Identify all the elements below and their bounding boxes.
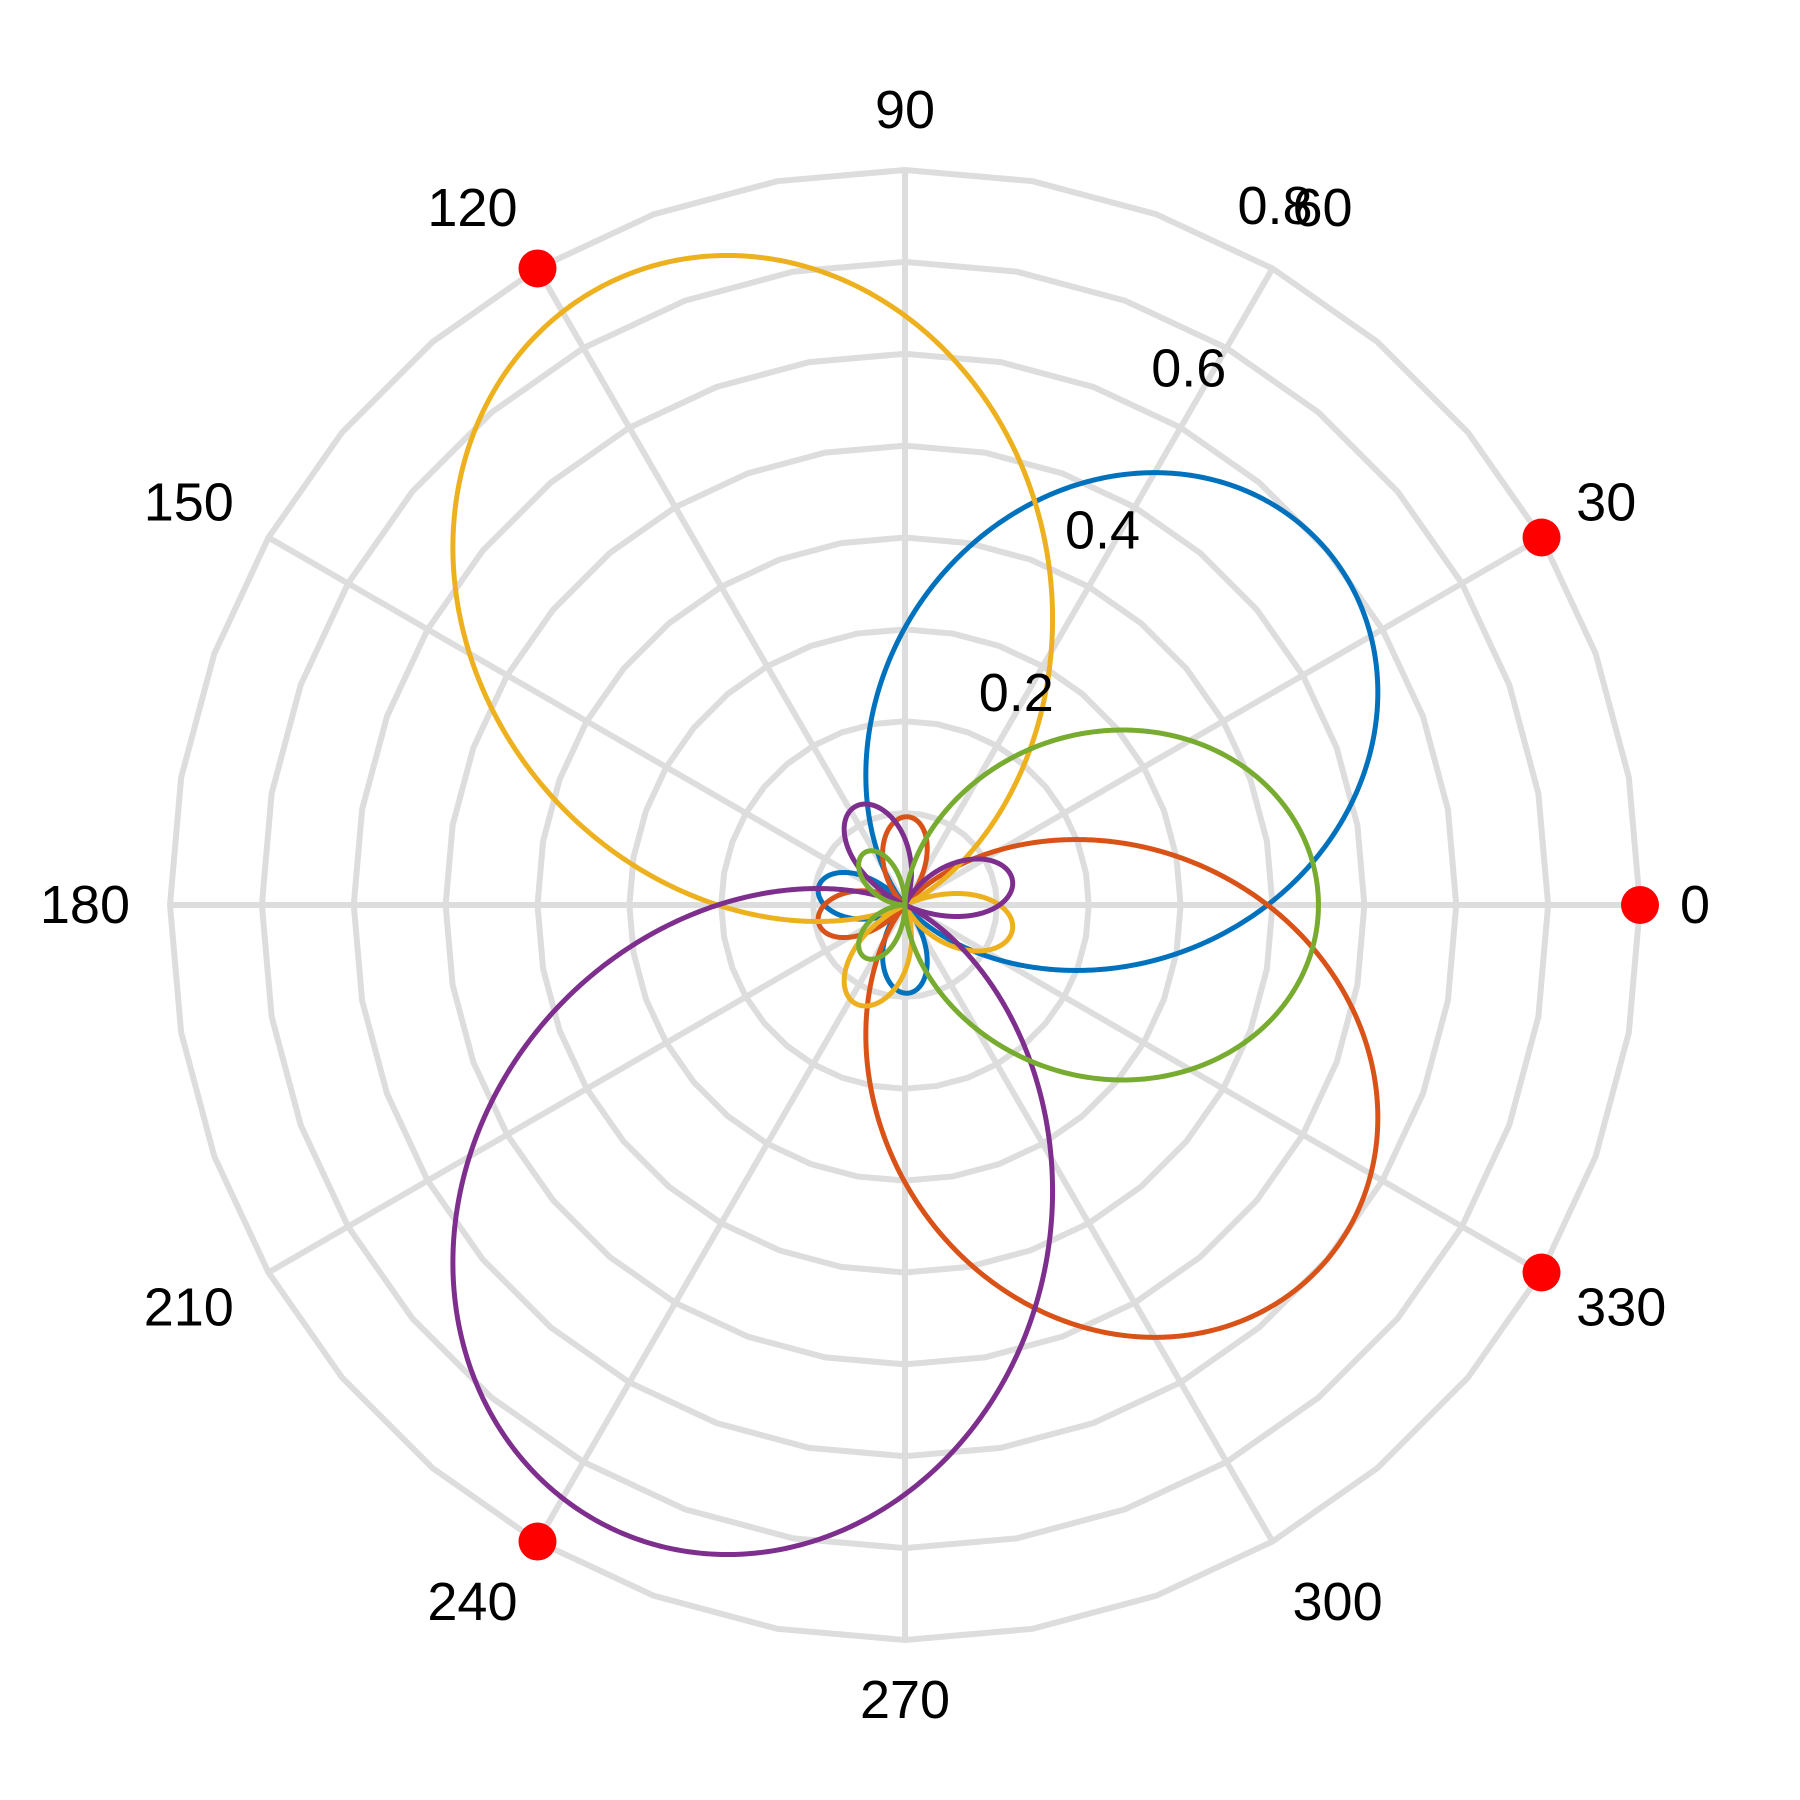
marker-point-240: [518, 1522, 557, 1561]
marker-layer: [518, 249, 1659, 1561]
theta-tick-label-240: 240: [427, 1572, 517, 1632]
theta-tick-label-90: 90: [875, 80, 935, 140]
marker-point-330: [1522, 1253, 1561, 1292]
theta-tick-label-300: 300: [1293, 1572, 1383, 1632]
grid-spoke-30: [903, 534, 1544, 908]
polar-grid: [166, 166, 1644, 1644]
series-line-4: [450, 801, 1056, 1558]
grid-spoke-240: [534, 903, 908, 1544]
marker-point-30: [1522, 518, 1561, 557]
series-line-3: [450, 252, 1056, 1009]
marker-point-120: [518, 249, 557, 288]
r-tick-label-0.6: 0.6: [1151, 338, 1226, 398]
grid-spoke-330: [903, 902, 1544, 1276]
r-tick-label-0.8: 0.8: [1238, 176, 1313, 236]
grid-spoke-210: [266, 902, 907, 1276]
grid-spoke-120: [534, 266, 908, 907]
r-tick-label-0.4: 0.4: [1065, 501, 1140, 561]
grid-spoke-150: [266, 534, 907, 908]
theta-tick-label-150: 150: [144, 473, 234, 533]
theta-tick-label-30: 30: [1576, 473, 1636, 533]
marker-point-0: [1621, 886, 1659, 924]
theta-tick-label-180: 180: [40, 875, 130, 935]
label-layer: 0 30 60 90 120 150 180 210 240 270 300 330 0.2 0.4 0.6…: [40, 80, 1710, 1730]
theta-tick-label-120: 120: [427, 178, 517, 238]
theta-tick-label-330: 330: [1576, 1278, 1666, 1338]
series-line-2: [815, 814, 1381, 1340]
grid-spoke-300: [902, 903, 1276, 1544]
theta-tick-label-0: 0: [1680, 875, 1710, 935]
theta-tick-label-60: 60: [1293, 178, 1353, 238]
series-line-5: [856, 727, 1321, 1083]
r-tick-label-0.2: 0.2: [979, 663, 1054, 723]
theta-tick-label-270: 270: [860, 1670, 950, 1730]
series-layer: [450, 252, 1381, 1558]
series-line-1: [815, 470, 1381, 996]
theta-tick-label-210: 210: [144, 1278, 234, 1338]
grid-spoke-60: [902, 266, 1276, 907]
